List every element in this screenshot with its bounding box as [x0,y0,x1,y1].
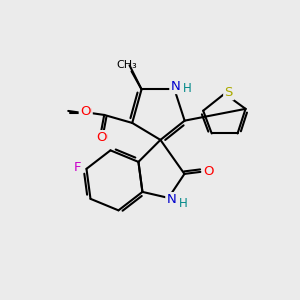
Text: N: N [168,194,177,206]
Text: F: F [74,161,81,174]
Text: H: H [184,82,193,92]
Text: O: O [80,105,91,119]
Text: S: S [225,85,234,98]
Text: H: H [180,199,189,209]
Text: H: H [179,197,188,210]
Text: O: O [81,105,92,119]
Text: O: O [96,131,106,144]
Text: CH₃: CH₃ [116,60,137,70]
Text: H: H [183,82,192,95]
Text: N: N [167,194,176,206]
Text: N: N [172,79,181,92]
Text: S: S [224,86,233,99]
Text: O: O [203,164,214,177]
Text: O: O [203,165,214,178]
Text: N: N [171,80,180,93]
Text: F: F [74,161,81,174]
Text: O: O [97,131,107,144]
